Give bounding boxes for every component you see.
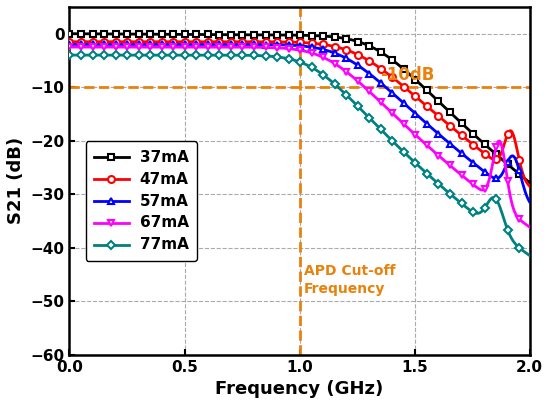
37mA [400, 67, 407, 72]
37mA [249, 32, 255, 37]
47mA [66, 39, 73, 44]
77mA [526, 253, 533, 258]
X-axis label: Frequency (GHz): Frequency (GHz) [216, 380, 384, 398]
37mA [216, 32, 223, 37]
Line: 37mA: 37mA [66, 30, 533, 186]
77mA [398, 147, 405, 152]
67mA [400, 122, 407, 126]
77mA [356, 105, 362, 110]
47mA [249, 39, 255, 44]
37mA [526, 180, 533, 185]
77mA [216, 53, 223, 58]
77mA [66, 53, 73, 58]
Line: 57mA: 57mA [66, 41, 533, 205]
Y-axis label: S21 (dB): S21 (dB) [7, 137, 25, 224]
67mA [216, 45, 223, 49]
77mA [400, 149, 407, 154]
37mA [122, 32, 128, 36]
77mA [249, 53, 255, 58]
47mA [356, 53, 362, 58]
Text: -10dB: -10dB [380, 66, 434, 84]
77mA [122, 53, 128, 58]
Line: 47mA: 47mA [66, 38, 533, 190]
57mA [66, 42, 73, 47]
Line: 77mA: 77mA [67, 52, 532, 258]
47mA [400, 84, 407, 89]
47mA [122, 39, 128, 44]
67mA [66, 45, 73, 49]
57mA [122, 42, 128, 47]
Line: 67mA: 67mA [66, 44, 533, 230]
57mA [400, 101, 407, 106]
47mA [526, 184, 533, 189]
67mA [356, 80, 362, 85]
47mA [216, 39, 223, 44]
37mA [398, 65, 405, 70]
57mA [526, 199, 533, 204]
57mA [216, 42, 223, 47]
67mA [526, 225, 533, 230]
Legend: 37mA, 47mA, 57mA, 67mA, 77mA: 37mA, 47mA, 57mA, 67mA, 77mA [86, 141, 197, 261]
57mA [398, 99, 405, 104]
67mA [398, 119, 405, 124]
57mA [249, 42, 255, 47]
Text: APD Cut-off
Frequency: APD Cut-off Frequency [304, 264, 395, 296]
37mA [66, 31, 73, 36]
57mA [356, 64, 362, 68]
67mA [249, 45, 255, 50]
67mA [122, 45, 128, 49]
37mA [356, 39, 362, 44]
47mA [398, 82, 405, 87]
